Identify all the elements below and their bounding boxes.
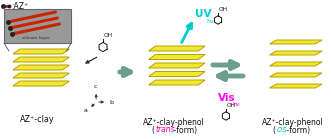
Text: (: ( xyxy=(272,126,277,135)
Text: AZ⁺-clay: AZ⁺-clay xyxy=(20,115,55,123)
Text: -form): -form) xyxy=(172,126,198,135)
Text: hν: hν xyxy=(206,18,213,23)
Polygon shape xyxy=(13,81,70,86)
Polygon shape xyxy=(149,80,205,85)
Polygon shape xyxy=(13,65,70,70)
Polygon shape xyxy=(269,84,322,88)
Polygon shape xyxy=(269,51,322,55)
Text: UV: UV xyxy=(195,9,212,19)
Polygon shape xyxy=(269,40,322,44)
Text: OH: OH xyxy=(104,33,113,38)
Text: OH: OH xyxy=(226,103,236,108)
Text: trans: trans xyxy=(156,126,175,135)
Polygon shape xyxy=(149,71,205,76)
FancyBboxPatch shape xyxy=(4,9,71,43)
Polygon shape xyxy=(269,62,322,66)
Text: silicate layer: silicate layer xyxy=(22,36,50,40)
Text: a: a xyxy=(83,107,87,112)
Polygon shape xyxy=(269,73,322,77)
Text: AZ⁺-clay-phenol: AZ⁺-clay-phenol xyxy=(261,117,323,126)
Polygon shape xyxy=(149,54,205,59)
Polygon shape xyxy=(149,46,205,51)
Text: Vis: Vis xyxy=(218,93,236,103)
Text: hν: hν xyxy=(232,101,239,106)
Text: (: ( xyxy=(152,126,156,135)
Text: -form): -form) xyxy=(285,126,310,135)
Polygon shape xyxy=(13,57,70,62)
Text: OH: OH xyxy=(218,7,228,12)
Polygon shape xyxy=(13,73,70,78)
Text: c: c xyxy=(93,84,97,89)
Text: cis: cis xyxy=(276,126,287,135)
Text: AZ⁺-clay-phenol: AZ⁺-clay-phenol xyxy=(143,117,204,126)
Text: b: b xyxy=(109,100,113,105)
Text: :AZ⁺: :AZ⁺ xyxy=(11,2,28,11)
Polygon shape xyxy=(149,63,205,68)
Polygon shape xyxy=(13,49,70,54)
